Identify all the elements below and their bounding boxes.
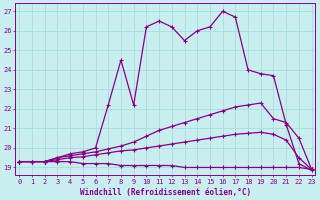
X-axis label: Windchill (Refroidissement éolien,°C): Windchill (Refroidissement éolien,°C) bbox=[80, 188, 251, 197]
